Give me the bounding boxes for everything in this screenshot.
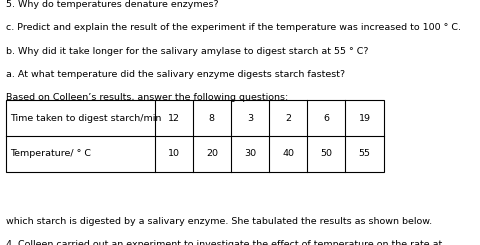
Text: 2: 2 xyxy=(285,114,291,123)
Text: 19: 19 xyxy=(359,114,371,123)
Text: 50: 50 xyxy=(320,149,332,158)
Text: 5. Why do temperatures denature enzymes?: 5. Why do temperatures denature enzymes? xyxy=(6,0,218,9)
Text: 4. Colleen carried out an experiment to investigate the effect of temperature on: 4. Colleen carried out an experiment to … xyxy=(6,240,442,245)
Text: 3: 3 xyxy=(247,114,253,123)
Text: Time taken to digest starch/min: Time taken to digest starch/min xyxy=(10,114,161,123)
Text: b. Why did it take longer for the salivary amylase to digest starch at 55 ° C?: b. Why did it take longer for the saliva… xyxy=(6,47,368,56)
Text: a. At what temperature did the salivary enzyme digests starch fastest?: a. At what temperature did the salivary … xyxy=(6,70,345,79)
Text: which starch is digested by a salivary enzyme. She tabulated the results as show: which starch is digested by a salivary e… xyxy=(6,217,432,226)
Text: 30: 30 xyxy=(244,149,256,158)
Text: 10: 10 xyxy=(168,149,180,158)
Text: 8: 8 xyxy=(209,114,215,123)
Text: Temperature/ ° C: Temperature/ ° C xyxy=(10,149,91,158)
Text: 12: 12 xyxy=(168,114,180,123)
Text: c. Predict and explain the result of the experiment if the temperature was incre: c. Predict and explain the result of the… xyxy=(6,23,461,32)
Text: 20: 20 xyxy=(206,149,218,158)
Text: 55: 55 xyxy=(359,149,371,158)
Text: 6: 6 xyxy=(324,114,329,123)
Text: Based on Colleen’s results, answer the following questions:: Based on Colleen’s results, answer the f… xyxy=(6,93,288,102)
Text: 40: 40 xyxy=(282,149,294,158)
